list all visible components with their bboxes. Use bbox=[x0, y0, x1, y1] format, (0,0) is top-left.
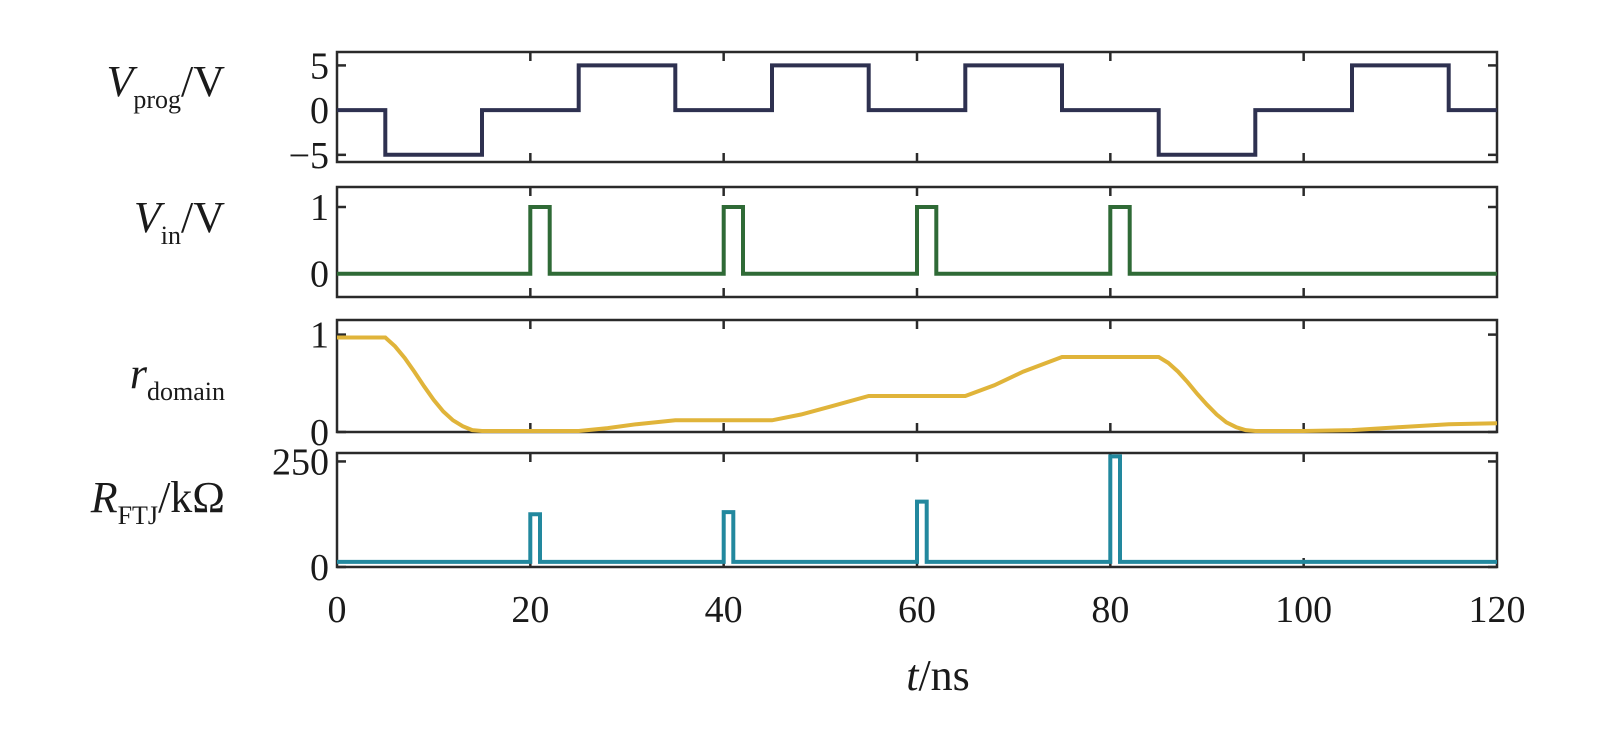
panel-1: 50−5 Vprog/V bbox=[106, 45, 1499, 177]
series-line bbox=[337, 454, 1497, 564]
y-tick-label: 0 bbox=[310, 254, 329, 296]
y-tick-label: 5 bbox=[310, 45, 329, 87]
x-tick-label: 60 bbox=[898, 589, 936, 631]
series-line bbox=[337, 63, 1497, 157]
y-tick-label: 0 bbox=[310, 547, 329, 589]
y-axis-label: RFTJ/kΩ bbox=[90, 473, 225, 530]
y-tick-label: 250 bbox=[272, 441, 329, 483]
x-tick-label: 20 bbox=[511, 589, 549, 631]
y-tick-label: 0 bbox=[310, 90, 329, 132]
panel-frame bbox=[335, 50, 1499, 164]
x-axis: 0 20 40 60 80 100 120 t/ns bbox=[328, 589, 1526, 700]
y-axis-label: Vprog/V bbox=[106, 57, 225, 114]
x-tick-label: 0 bbox=[328, 589, 347, 631]
x-tick-label: 40 bbox=[705, 589, 743, 631]
y-axis-label: rdomain bbox=[130, 349, 225, 406]
y-tick-label: −5 bbox=[289, 135, 329, 177]
panel-frame bbox=[335, 318, 1499, 434]
panel-3: 1 0 rdomain bbox=[130, 315, 1499, 454]
series-line bbox=[337, 205, 1497, 276]
y-tick-label: 1 bbox=[310, 187, 329, 229]
y-axis-label: Vin/V bbox=[134, 193, 225, 250]
y-tick-label: 1 bbox=[310, 315, 329, 357]
y-tick-label: 0 bbox=[310, 412, 329, 454]
panel-2: 1 0 Vin/V bbox=[134, 185, 1499, 299]
x-tick-label: 100 bbox=[1275, 589, 1332, 631]
x-axis-label: t/ns bbox=[906, 651, 970, 700]
x-tick-label: 80 bbox=[1091, 589, 1129, 631]
x-tick-label: 120 bbox=[1469, 589, 1526, 631]
panel-4: 250 0 RFTJ/kΩ bbox=[90, 441, 1499, 589]
series-line bbox=[337, 335, 1498, 433]
